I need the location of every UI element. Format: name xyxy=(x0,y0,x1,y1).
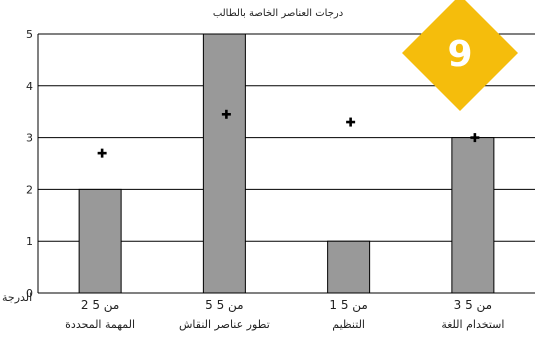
x-category-label: التنظيم xyxy=(332,318,365,331)
marker-plus xyxy=(97,148,107,158)
x-score-label: 1 من 5 xyxy=(329,298,367,313)
y-tick-labels: 0 1 2 3 4 5 xyxy=(26,28,33,300)
bars xyxy=(78,33,495,294)
badge-diamond xyxy=(402,0,518,111)
y-tick-label: 2 xyxy=(26,183,33,196)
marker-plus xyxy=(346,117,356,127)
x-category-label: تطور عناصر النقاش xyxy=(179,318,270,331)
markers xyxy=(97,109,480,158)
y-tick-label: 0 xyxy=(26,287,33,300)
x-score-label: 2 من 5 xyxy=(81,298,119,313)
chart-title: درجات العناصر الخاصة بالطالب xyxy=(213,8,343,19)
bar xyxy=(78,188,122,294)
y-tick-label: 1 xyxy=(26,235,33,248)
x-category-label: المهمة المحددة xyxy=(65,318,135,331)
bar xyxy=(202,33,246,294)
y-tick-label: 5 xyxy=(26,28,33,41)
x-score-label: 3 من 5 xyxy=(454,298,492,313)
bar xyxy=(451,137,495,294)
score-badge: 9 xyxy=(402,0,518,111)
x-score-label: 5 من 5 xyxy=(205,298,243,313)
x-labels: 2 من 5 المهمة المحددة 5 من 5 تطور عناصر الن… xyxy=(65,298,504,331)
y-axis-label: الدرجة xyxy=(2,291,32,304)
y-tick-label: 3 xyxy=(26,132,33,145)
marker-plus xyxy=(221,109,231,119)
x-category-label: استخدام اللغة xyxy=(441,318,504,331)
bar xyxy=(327,240,371,294)
badge-number: 9 xyxy=(447,34,472,75)
marker-plus xyxy=(470,133,480,143)
y-tick-label: 4 xyxy=(26,80,33,93)
